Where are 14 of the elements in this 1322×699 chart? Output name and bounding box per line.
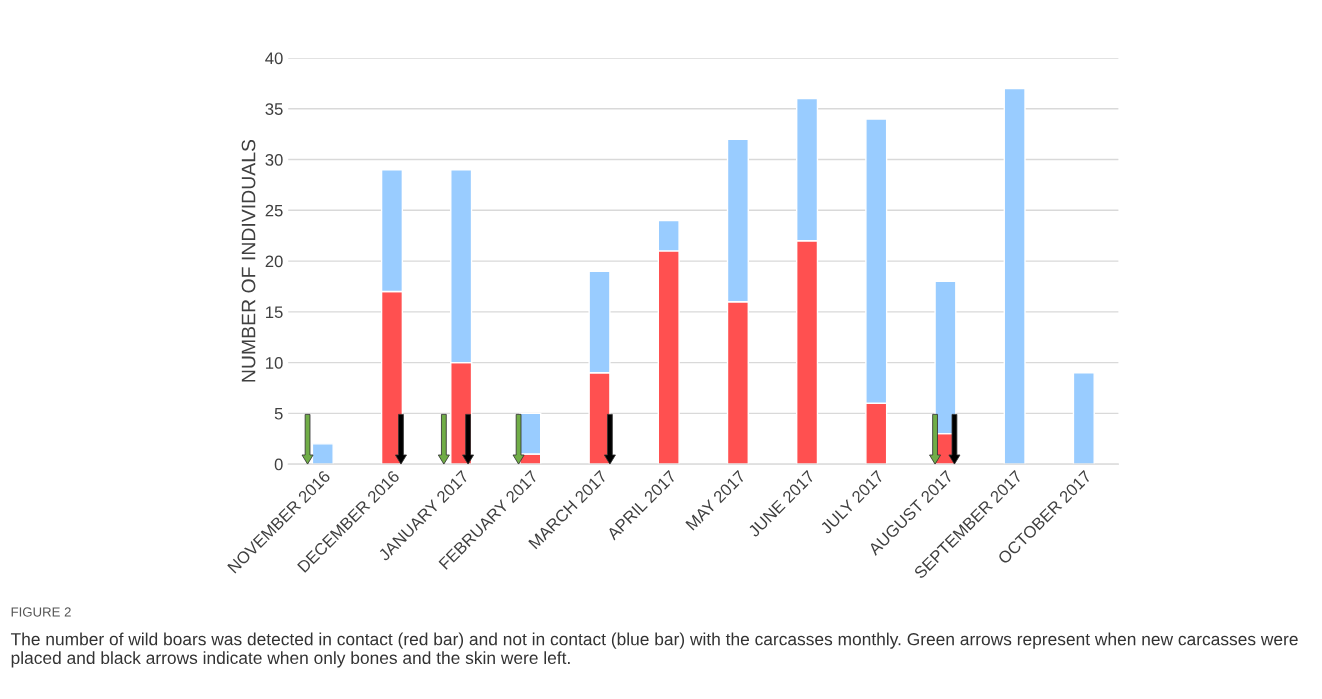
text: The number of wild boars was detected in contact (red bar) and not in contact (blue bar) with the carcasses monthly. Green arrows represent when new carcasses were placed and black arrows indicate when only bones and the skin were left.: [10, 632, 1298, 668]
y-axis-title: NUMBER OF INDIVIDUALS: [241, 139, 256, 382]
y-tick-label: 35: [265, 103, 283, 115]
y-tick-label: 30: [265, 153, 283, 166]
y-tick-label: 0: [274, 458, 283, 471]
y-tick-label: 40: [265, 52, 283, 65]
y-tick-label: 5: [274, 407, 283, 420]
y-tick-label: 20: [265, 255, 283, 268]
bar: [1003, 87, 1026, 465]
bar: [1072, 372, 1095, 465]
y-tick-label: 10: [266, 357, 283, 369]
y-tick-label: 25: [265, 204, 283, 217]
caption: FIGURE 2: [11, 607, 71, 617]
y-tick-label: 15: [266, 306, 283, 319]
